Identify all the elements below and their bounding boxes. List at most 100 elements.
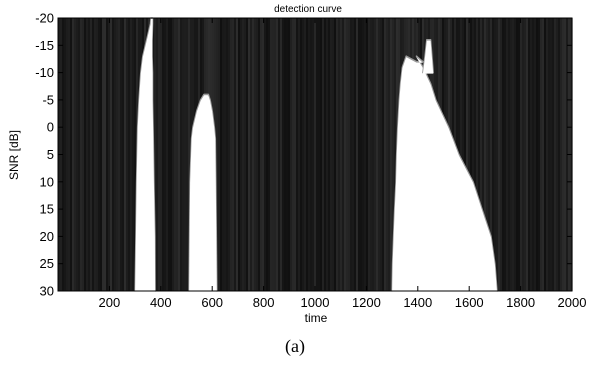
- heatmap-column: [80, 18, 83, 291]
- heatmap-column: [366, 18, 369, 291]
- heatmap-column: [280, 18, 283, 291]
- heatmap-column: [376, 18, 379, 291]
- heatmap-column: [368, 18, 371, 291]
- heatmap-column: [178, 18, 181, 291]
- heatmap-column: [284, 18, 287, 291]
- detection-region-core-3: [392, 57, 497, 293]
- heatmap-column: [480, 18, 483, 291]
- heatmap-column: [532, 18, 535, 291]
- heatmap-column: [74, 18, 77, 291]
- heatmap-column: [538, 18, 541, 291]
- heatmap-column: [120, 18, 123, 291]
- heatmap-column: [106, 18, 109, 291]
- heatmap-column: [242, 18, 245, 291]
- heatmap-column: [492, 18, 495, 291]
- heatmap-column: [260, 18, 263, 291]
- heatmap-column: [128, 18, 131, 291]
- heatmap-column: [510, 18, 513, 291]
- heatmap-column: [464, 18, 467, 291]
- heatmap-column: [388, 18, 391, 291]
- heatmap-column: [534, 18, 537, 291]
- heatmap-column: [374, 18, 377, 291]
- heatmap-column: [244, 18, 247, 291]
- heatmap-column: [304, 18, 307, 291]
- heatmap-column: [498, 18, 501, 291]
- y-tick-label: 30: [40, 284, 54, 299]
- heatmap-column: [114, 18, 117, 291]
- heatmap-column: [266, 18, 269, 291]
- heatmap-column: [392, 18, 395, 291]
- heatmap-column: [354, 18, 357, 291]
- heatmap-column: [346, 18, 349, 291]
- heatmap-column: [268, 18, 271, 291]
- heatmap-column: [490, 18, 493, 291]
- heatmap-column: [474, 18, 477, 291]
- heatmap-column: [512, 18, 515, 291]
- heatmap-column: [378, 18, 381, 291]
- heatmap-column: [342, 18, 345, 291]
- heatmap-column: [158, 18, 161, 291]
- heatmap-column: [514, 18, 517, 291]
- heatmap-column: [506, 18, 509, 291]
- heatmap-column: [282, 18, 285, 291]
- heatmap-column: [522, 18, 525, 291]
- heatmap-column: [302, 18, 305, 291]
- heatmap-column: [350, 18, 353, 291]
- heatmap-column: [500, 18, 503, 291]
- heatmap-column: [494, 18, 497, 291]
- heatmap-column: [330, 18, 333, 291]
- y-axis-title: SNR [dB]: [7, 130, 21, 180]
- heatmap-column: [470, 18, 473, 291]
- heatmap-column: [218, 18, 221, 291]
- heatmap-column: [86, 18, 89, 291]
- heatmap-column: [316, 18, 319, 291]
- heatmap-column: [332, 18, 335, 291]
- y-tick-label: -20: [35, 11, 54, 26]
- heatmap-column: [90, 18, 93, 291]
- heatmap-column: [258, 18, 261, 291]
- y-tick-label: 15: [40, 202, 54, 217]
- heatmap-column: [126, 18, 129, 291]
- heatmap-column: [182, 18, 185, 291]
- heatmap-column: [546, 18, 549, 291]
- x-tick-label: 1000: [301, 295, 330, 310]
- heatmap-column: [562, 18, 565, 291]
- heatmap-column: [72, 18, 75, 291]
- heatmap-column: [518, 18, 521, 291]
- heatmap-column: [564, 18, 567, 291]
- heatmap-column: [226, 18, 229, 291]
- heatmap-column: [276, 18, 279, 291]
- heatmap-column: [390, 18, 393, 291]
- heatmap-column: [188, 18, 191, 291]
- heatmap-column: [382, 18, 385, 291]
- heatmap-column: [274, 18, 277, 291]
- heatmap-column: [170, 18, 173, 291]
- heatmap-column: [324, 18, 327, 291]
- heatmap-column: [234, 18, 237, 291]
- heatmap-column: [358, 18, 361, 291]
- heatmap-column: [108, 18, 111, 291]
- x-tick-label: 200: [99, 295, 121, 310]
- heatmap-column: [66, 18, 69, 291]
- heatmap-column: [272, 18, 275, 291]
- heatmap-column: [478, 18, 481, 291]
- heatmap-column: [484, 18, 487, 291]
- heatmap-column: [476, 18, 479, 291]
- heatmap-column: [334, 18, 337, 291]
- y-tick-label: 0: [47, 120, 54, 135]
- heatmap-column: [526, 18, 529, 291]
- heatmap-column: [220, 18, 223, 291]
- heatmap-column: [174, 18, 177, 291]
- heatmap-column: [62, 18, 65, 291]
- heatmap-column: [520, 18, 523, 291]
- heatmap-column: [264, 18, 267, 291]
- heatmap-column: [394, 18, 397, 291]
- heatmap-column: [134, 18, 137, 291]
- heatmap-column: [240, 18, 243, 291]
- heatmap-column: [466, 18, 469, 291]
- heatmap-column: [540, 18, 543, 291]
- heatmap-column: [172, 18, 175, 291]
- heatmap-column: [488, 18, 491, 291]
- heatmap-column: [468, 18, 471, 291]
- heatmap-column: [154, 18, 157, 291]
